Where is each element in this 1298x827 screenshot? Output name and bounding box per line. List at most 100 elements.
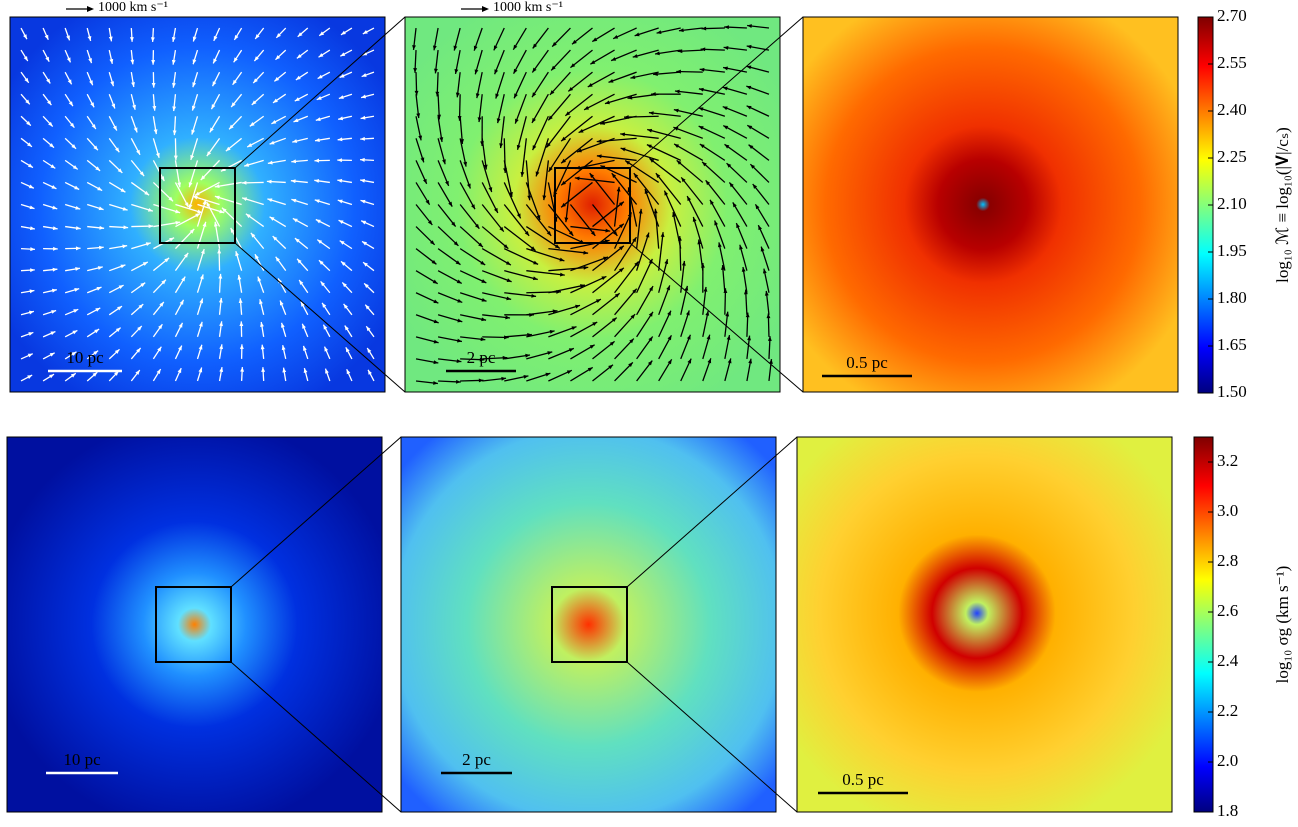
arrow-head — [535, 171, 540, 177]
arrow-head — [587, 367, 593, 372]
arrow-head — [26, 121, 31, 126]
arrow-head — [632, 288, 637, 294]
arrow-head — [620, 132, 626, 137]
arrow-head — [477, 117, 482, 123]
arrow-head — [339, 240, 345, 245]
arrow-head — [368, 369, 372, 375]
arrow-head — [30, 268, 35, 273]
arrow-head — [705, 180, 711, 186]
velocity-arrow — [504, 270, 538, 281]
arrow-head — [257, 276, 262, 282]
arrow-head — [604, 100, 610, 105]
arrow-head — [722, 106, 728, 111]
velocity-arrow — [205, 201, 221, 227]
arrow-head — [611, 173, 617, 178]
arrow-head — [545, 372, 551, 377]
arrow-head — [318, 53, 324, 58]
arrow-head — [139, 171, 145, 177]
arrow-head — [68, 101, 73, 107]
velocity-arrow — [614, 261, 640, 294]
arrow-head — [632, 54, 638, 58]
arrow-head — [138, 304, 144, 309]
velocity-arrow — [496, 94, 505, 124]
arrow-head — [647, 360, 653, 366]
arrow-head — [724, 25, 729, 30]
arrow-head — [699, 67, 705, 72]
velocity-arrow — [481, 226, 509, 250]
arrow-head — [112, 125, 117, 131]
arrow-head — [649, 286, 654, 292]
arrow-head — [206, 151, 212, 157]
velocity-arrow — [714, 220, 726, 249]
arrow-head — [362, 241, 367, 246]
arrow-head — [420, 157, 425, 163]
colorbar-tick-label: 2.25 — [1217, 147, 1247, 166]
velocity-arrow — [499, 116, 505, 149]
arrow-head — [619, 267, 624, 273]
colorbar-tick-label: 2.70 — [1217, 6, 1247, 25]
arrow-head — [580, 284, 585, 288]
arrow-head — [52, 226, 58, 231]
arrow-head — [338, 95, 344, 99]
velocity-arrow — [525, 226, 561, 249]
arrow-head — [192, 36, 197, 42]
arrow-head — [320, 281, 326, 287]
arrow-head — [45, 56, 50, 62]
arrow-head — [589, 173, 595, 178]
arrow-head — [625, 160, 631, 165]
velocity-arrow — [196, 221, 207, 249]
arrow-head — [611, 57, 617, 61]
arrow-head — [578, 128, 584, 133]
arrow-head — [342, 282, 347, 288]
image-panel — [7, 437, 382, 812]
arrow-head — [590, 60, 596, 65]
velocity-arrow — [592, 245, 625, 272]
arrow-head — [67, 79, 72, 85]
arrow-head — [233, 57, 238, 63]
colorbar-tick-label: 2.4 — [1217, 651, 1239, 670]
arrow-head — [698, 87, 704, 92]
velocity-arrow — [709, 199, 726, 227]
arrow-head — [412, 45, 416, 50]
arrow-head — [281, 322, 285, 328]
arrow-head — [322, 302, 327, 308]
arrow-head — [633, 173, 639, 178]
arrow-head — [220, 167, 226, 172]
arrow-head — [700, 263, 705, 268]
arrow-head — [151, 60, 156, 65]
zoom-box — [554, 167, 631, 244]
arrow-head — [609, 341, 615, 346]
arrow-head — [463, 161, 468, 167]
arrow-head — [130, 59, 135, 65]
arrow-head — [51, 310, 57, 314]
arrow-head — [115, 327, 121, 333]
arrow-head — [710, 199, 714, 205]
arrow-head — [151, 82, 156, 88]
arrow-head — [274, 76, 280, 82]
velocity-arrow — [192, 195, 220, 206]
arrow-head — [431, 259, 437, 265]
arrow-head — [427, 220, 433, 225]
zoom-line — [230, 661, 402, 813]
arrow-head — [666, 285, 670, 291]
arrow-head — [769, 359, 773, 364]
velocity-arrow — [614, 288, 638, 316]
velocity-arrow — [175, 212, 201, 228]
velocity-arrow — [495, 71, 505, 99]
velocity-arrow — [548, 266, 589, 272]
velocity-arrow — [548, 247, 589, 254]
arrow-head — [433, 299, 439, 304]
arrow-head — [673, 108, 679, 113]
arrow-head — [206, 201, 211, 207]
image-panel — [797, 437, 1172, 812]
arrow-head — [611, 317, 617, 323]
zoom-line — [626, 661, 798, 813]
arrow-head — [619, 223, 624, 229]
arrow-head — [281, 345, 286, 351]
arrow-head — [325, 368, 329, 374]
arrow-head — [596, 154, 602, 159]
arrow-head — [532, 67, 537, 73]
arrow-head — [93, 350, 99, 355]
arrow-head — [175, 220, 181, 225]
